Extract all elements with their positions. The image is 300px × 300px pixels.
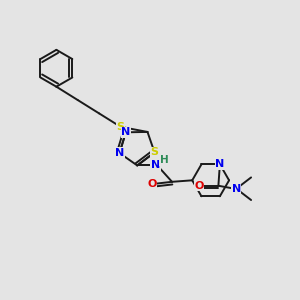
Text: N: N [151,160,160,170]
Text: N: N [215,159,224,170]
Text: N: N [115,148,124,158]
Text: O: O [147,178,157,189]
Text: H: H [160,155,168,165]
Text: S: S [151,147,158,158]
Text: O: O [194,181,204,191]
Text: N: N [232,184,241,194]
Text: N: N [121,127,130,137]
Text: S: S [117,122,124,132]
